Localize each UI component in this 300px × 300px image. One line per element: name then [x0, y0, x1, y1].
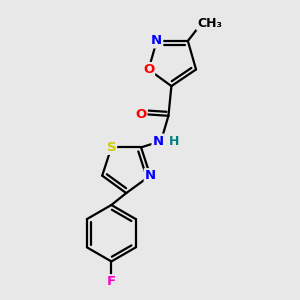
Text: N: N	[151, 34, 162, 47]
Text: S: S	[106, 141, 116, 154]
Text: F: F	[107, 275, 116, 288]
Text: H: H	[169, 135, 180, 148]
Text: O: O	[135, 108, 146, 121]
Text: N: N	[152, 135, 164, 148]
Text: O: O	[143, 63, 154, 76]
Text: CH₃: CH₃	[197, 16, 222, 29]
Text: N: N	[145, 169, 156, 182]
